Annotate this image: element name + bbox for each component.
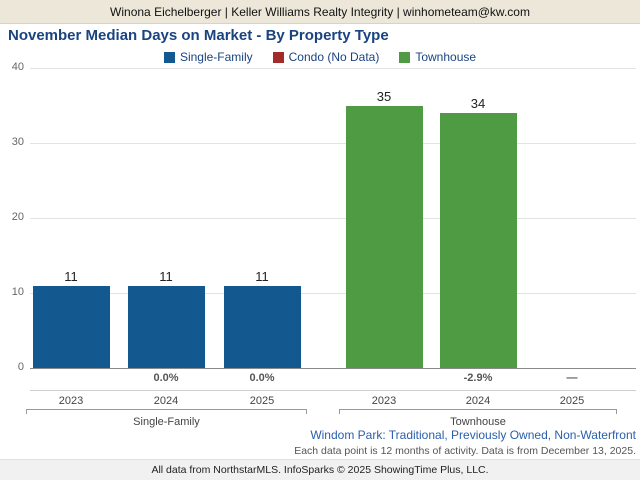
- gridline: [30, 68, 636, 69]
- y-tick-label: 0: [17, 361, 24, 373]
- percent-change-label: 0.0%: [153, 372, 179, 384]
- group-label-townhouse: Townhouse: [450, 416, 506, 428]
- gridline: [30, 143, 636, 144]
- contact-text: Winona Eichelberger | Keller Williams Re…: [110, 4, 530, 19]
- bar-value-label: 11: [255, 268, 269, 284]
- bar-single-family-2023: [32, 285, 110, 368]
- bar-value-label: 11: [159, 268, 173, 284]
- x-tick-label-year: 2024: [153, 395, 179, 407]
- legend-swatch-icon: [272, 51, 284, 63]
- attribution-bar: All data from NorthstarMLS. InfoSparks ©…: [0, 459, 640, 480]
- attribution-text: All data from NorthstarMLS. InfoSparks ©…: [151, 464, 489, 476]
- y-tick-label: 40: [11, 61, 24, 73]
- x-tick-label-year: 2024: [465, 395, 491, 407]
- bar-single-family-2024: [127, 285, 205, 368]
- y-tick-label: 10: [11, 286, 24, 298]
- x-axis-secondary-line: [30, 390, 636, 391]
- chart-legend: Single-Family Condo (No Data) Townhouse: [0, 50, 640, 64]
- gridline: [30, 293, 636, 294]
- group-bracket: [26, 409, 307, 414]
- data-note: Each data point is 12 months of activity…: [294, 445, 636, 457]
- group-bracket: [339, 409, 617, 414]
- legend-swatch-icon: [163, 51, 175, 63]
- legend-label: Condo (No Data): [288, 50, 380, 64]
- x-tick-label-year: 2025: [559, 395, 585, 407]
- chart-title: November Median Days on Market - By Prop…: [8, 27, 389, 44]
- x-tick-label-year: 2023: [371, 395, 397, 407]
- bar-townhouse-2023: [345, 105, 423, 368]
- legend-swatch-icon: [399, 51, 411, 63]
- bar-value-label: 34: [470, 96, 486, 111]
- bar-townhouse-2024: [439, 113, 517, 368]
- search-criteria-note: Windom Park: Traditional, Previously Own…: [310, 428, 636, 442]
- legend-item-townhouse[interactable]: Townhouse: [399, 50, 476, 64]
- contact-bar: Winona Eichelberger | Keller Williams Re…: [0, 0, 640, 24]
- y-tick-label: 30: [11, 136, 24, 148]
- percent-change-label: -2.9%: [463, 372, 493, 384]
- legend-item-single-family[interactable]: Single-Family: [163, 50, 253, 64]
- percent-change-label: —: [566, 372, 578, 384]
- legend-item-condo-no-data[interactable]: Condo (No Data): [272, 50, 380, 64]
- x-axis-line: [30, 368, 636, 369]
- gridline: [30, 218, 636, 219]
- x-tick-label-year: 2023: [58, 395, 84, 407]
- y-tick-label: 20: [11, 211, 24, 223]
- bar-value-label: 11: [64, 268, 78, 284]
- bar-single-family-2025: [223, 285, 301, 368]
- x-tick-label-year: 2025: [249, 395, 275, 407]
- group-label-single-family: Single-Family: [133, 416, 200, 428]
- legend-label: Townhouse: [415, 50, 477, 64]
- bar-value-label: 35: [376, 88, 392, 104]
- legend-label: Single-Family: [179, 50, 253, 64]
- bar-chart: 0 10 20 30 40 11 2023 11 0.0% 2024 11 0.0% 2025 Singl…: [0, 61, 640, 428]
- percent-change-label: 0.0%: [249, 372, 275, 384]
